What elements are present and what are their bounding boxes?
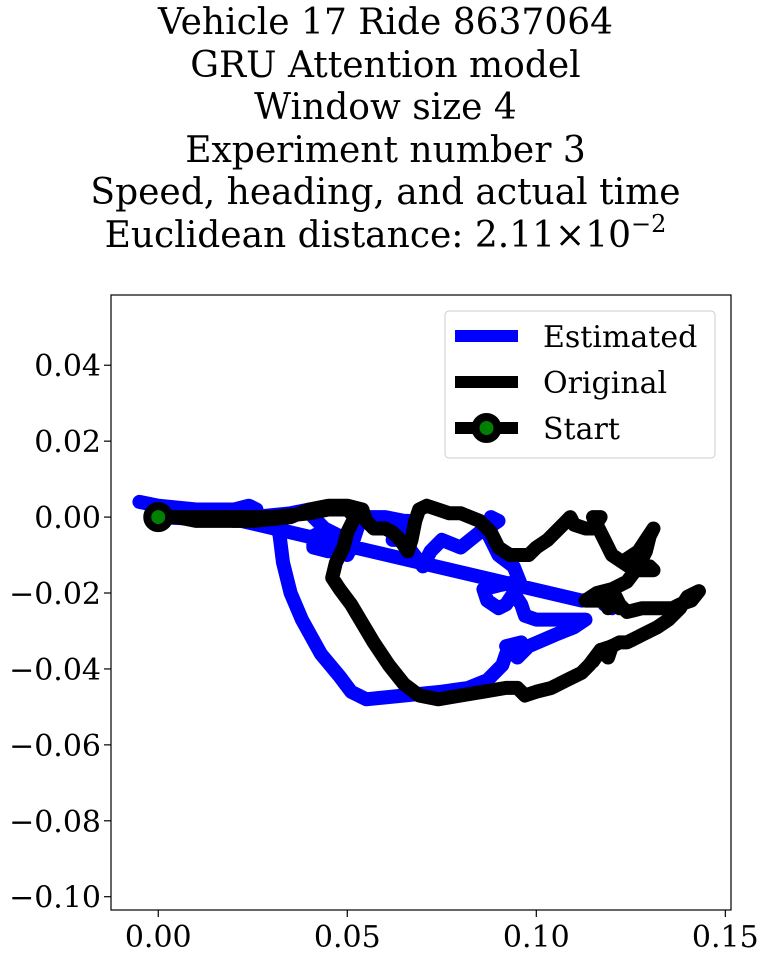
x-tick-label: 0.00 [125, 920, 192, 955]
legend-label-estimated: Estimated [543, 320, 697, 355]
title-line-6: Euclidean distance: 2.11×10−2 [0, 212, 771, 258]
y-tick-label: −0.06 [9, 729, 101, 764]
distance-label: Euclidean distance: 2.11 [104, 214, 556, 256]
x-tick-label: 0.15 [692, 920, 759, 955]
series-layer [132, 494, 706, 707]
legend-marker-start [471, 413, 502, 443]
y-tick-label: −0.10 [9, 881, 101, 916]
times-sign: × [555, 214, 586, 256]
title-line-5: Speed, heading, and actual time [90, 172, 681, 213]
series-original-segment-1 [597, 589, 627, 616]
y-tick-label: 0.04 [34, 349, 101, 384]
x-tick-label: 0.10 [503, 920, 570, 955]
axes-frame [110, 294, 732, 911]
y-tick-label: −0.08 [9, 805, 101, 840]
y-tick-label: −0.02 [9, 577, 101, 612]
legend-box [444, 310, 716, 459]
ticks-layer: 0.00 0.05 0.10 0.15 0.04 0.02 0.00 −0.02 −0.04 −0… [9, 349, 759, 955]
y-tick-label: −0.04 [9, 653, 101, 688]
x-tick-label: 0.05 [314, 920, 381, 955]
series-original-segment-0 [586, 639, 619, 669]
legend-label-original: Original [543, 366, 667, 401]
chart-title: Vehicle 17 Ride 8637064 GRU Attention mo… [0, 2, 771, 257]
series-original-line [151, 498, 706, 707]
power-base: 10 [585, 214, 632, 256]
start-marker [143, 502, 174, 533]
legend: Estimated Original Start [444, 310, 716, 459]
power-exponent: −2 [631, 209, 667, 238]
title-line-1: Vehicle 17 Ride 8637064 [157, 2, 614, 43]
legend-label-start: Start [543, 412, 620, 447]
title-line-4: Experiment number 3 [185, 129, 586, 171]
title-line-3: Window size 4 [254, 87, 517, 128]
y-tick-label: 0.00 [34, 501, 101, 536]
y-tick-label: 0.02 [34, 425, 101, 460]
title-line-2: GRU Attention model [190, 44, 581, 86]
